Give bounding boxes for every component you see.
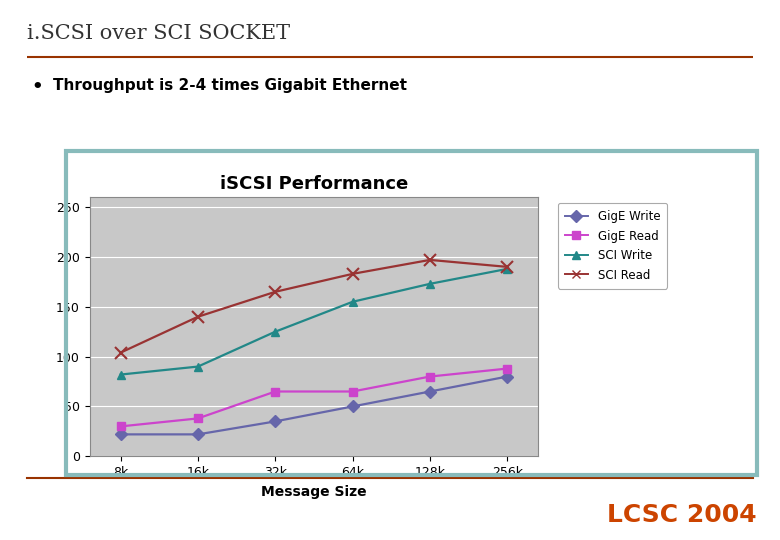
Title: iSCSI Performance: iSCSI Performance: [220, 175, 408, 193]
X-axis label: Message Size: Message Size: [261, 484, 367, 498]
Text: Throughput is 2-4 times Gigabit Ethernet: Throughput is 2-4 times Gigabit Ethernet: [53, 78, 407, 93]
Text: •: •: [31, 78, 43, 96]
Text: LCSC 2004: LCSC 2004: [607, 503, 757, 526]
Legend: GigE Write, GigE Read, SCI Write, SCI Read: GigE Write, GigE Read, SCI Write, SCI Re…: [558, 203, 668, 289]
Text: i.SCSI over SCI SOCKET: i.SCSI over SCI SOCKET: [27, 24, 290, 43]
